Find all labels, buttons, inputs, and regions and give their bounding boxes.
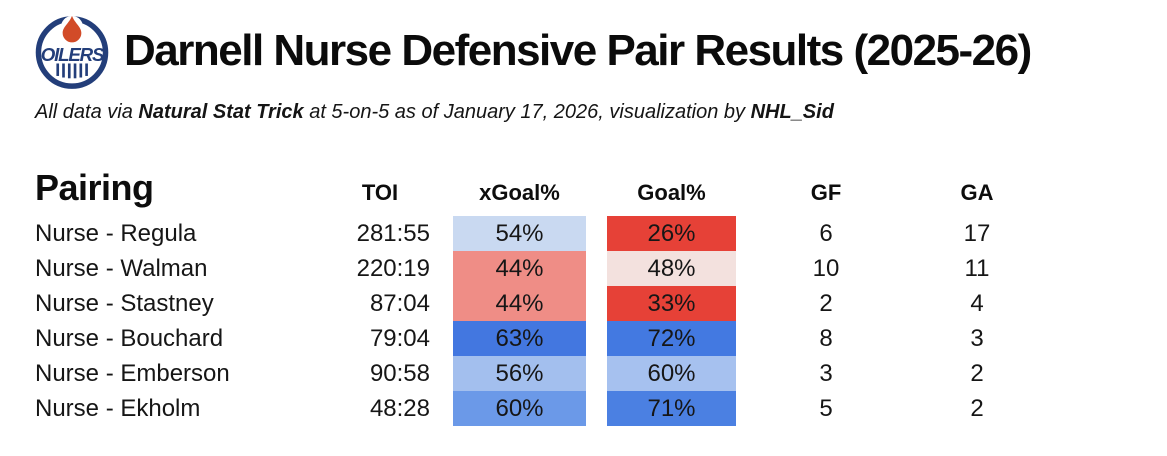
xgoal-cell: 44% <box>453 286 586 321</box>
table-row: Nurse - Bouchard 79:04 63% 72% 8 3 <box>0 321 1167 356</box>
table-row: Nurse - Walman 220:19 44% 48% 10 11 <box>0 251 1167 286</box>
pairing-label: Nurse - Ekholm <box>35 395 201 422</box>
toi-value: 90:58 <box>369 360 430 387</box>
toi-value: 48:28 <box>369 395 430 422</box>
pairing-label: Nurse - Regula <box>35 220 197 247</box>
toi-value: 87:04 <box>369 290 430 317</box>
column-header-pairing: Pairing <box>35 167 154 208</box>
toi-value: 79:04 <box>369 325 430 352</box>
pairing-label: Nurse - Walman <box>35 255 208 282</box>
ga-value: 2 <box>970 360 984 387</box>
subtitle: All data via Natural Stat Trick at 5-on-… <box>35 101 834 124</box>
xgoal-cell: 56% <box>453 356 586 391</box>
gf-value: 6 <box>819 220 833 247</box>
goal-cell: 26% <box>607 216 736 251</box>
table-row: Nurse - Emberson 90:58 56% 60% 3 2 <box>0 356 1167 391</box>
pairing-label: Nurse - Bouchard <box>35 325 224 352</box>
ga-value: 17 <box>963 220 991 247</box>
table-row: Nurse - Ekholm 48:28 60% 71% 5 2 <box>0 391 1167 426</box>
goal-cell: 33% <box>607 286 736 321</box>
subtitle-middle: at 5-on-5 as of January 17, 2026, visual… <box>303 101 751 123</box>
ga-value: 4 <box>970 290 984 317</box>
column-header-goal: Goal% <box>637 180 706 205</box>
table-row: Nurse - Regula 281:55 54% 26% 6 17 <box>0 216 1167 251</box>
column-header-ga: GA <box>960 180 994 205</box>
goal-cell: 60% <box>607 356 736 391</box>
goal-cell: 72% <box>607 321 736 356</box>
subtitle-author: NHL_Sid <box>750 101 834 123</box>
column-header-xgoal: xGoal% <box>479 180 560 205</box>
ga-value: 3 <box>970 325 984 352</box>
page-title: Darnell Nurse Defensive Pair Results (20… <box>124 26 1032 75</box>
gf-value: 3 <box>819 360 833 387</box>
logo-stripes <box>56 63 88 79</box>
ga-value: 2 <box>970 395 984 422</box>
xgoal-cell: 63% <box>453 321 586 356</box>
toi-value: 220:19 <box>356 255 430 282</box>
xgoal-cell: 54% <box>453 216 586 251</box>
gf-value: 8 <box>819 325 833 352</box>
goal-cell: 48% <box>607 251 736 286</box>
goal-cell: 71% <box>607 391 736 426</box>
oil-drop-icon <box>62 15 82 43</box>
gf-value: 2 <box>819 290 833 317</box>
column-header-gf: GF <box>810 180 842 205</box>
subtitle-source: Natural Stat Trick <box>138 101 304 123</box>
toi-value: 281:55 <box>356 220 430 247</box>
xgoal-cell: 60% <box>453 391 586 426</box>
gf-value: 5 <box>819 395 833 422</box>
gf-value: 10 <box>812 255 840 282</box>
subtitle-prefix: All data via <box>35 101 139 123</box>
ga-value: 11 <box>964 255 990 282</box>
logo-wordmark: OILERS <box>41 44 105 65</box>
pairing-label: Nurse - Stastney <box>35 290 214 317</box>
pairing-label: Nurse - Emberson <box>35 360 230 387</box>
oilers-logo: OILERS <box>35 15 109 89</box>
xgoal-cell: 44% <box>453 251 586 286</box>
table-row: Nurse - Stastney 87:04 44% 33% 2 4 <box>0 286 1167 321</box>
column-header-toi: TOI <box>361 180 399 205</box>
